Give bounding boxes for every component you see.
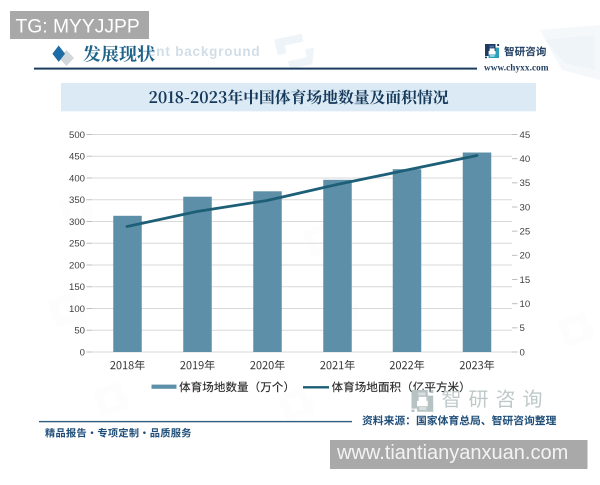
svg-text:TG: MYYJJPP: TG: MYYJJPP [16, 17, 140, 38]
svg-text:250: 250 [69, 239, 85, 250]
svg-text:5: 5 [520, 323, 525, 334]
svg-text:15: 15 [520, 275, 531, 286]
svg-text:30: 30 [520, 202, 531, 213]
svg-text:450: 450 [69, 152, 85, 163]
svg-text:35: 35 [520, 178, 531, 189]
svg-text:0: 0 [520, 347, 525, 358]
svg-text:300: 300 [69, 217, 85, 228]
svg-text:ent background: ent background [148, 44, 260, 59]
svg-text:500: 500 [69, 130, 85, 141]
svg-text:www.chyxx.com: www.chyxx.com [484, 63, 549, 73]
svg-text:www.tiantianyanxuan.com: www.tiantianyanxuan.com [336, 442, 568, 464]
svg-text:25: 25 [520, 227, 531, 238]
svg-text:20: 20 [520, 251, 531, 262]
svg-text:100: 100 [69, 304, 85, 315]
svg-text:10: 10 [520, 299, 531, 310]
svg-text:50: 50 [74, 326, 85, 337]
svg-text:350: 350 [69, 195, 85, 206]
svg-text:200: 200 [69, 260, 85, 271]
svg-text:0: 0 [80, 347, 85, 358]
svg-text:150: 150 [69, 282, 85, 293]
svg-text:45: 45 [520, 130, 531, 141]
svg-text:40: 40 [520, 154, 531, 165]
svg-text:400: 400 [69, 173, 85, 184]
